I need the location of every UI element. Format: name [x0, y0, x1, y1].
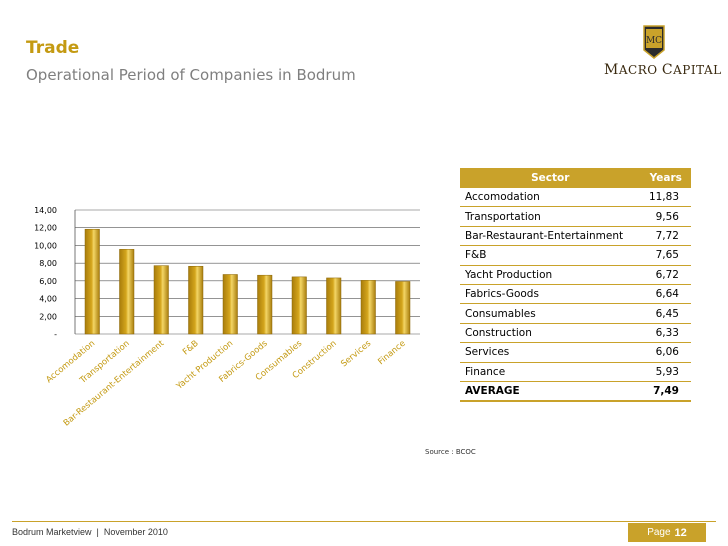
cell-average-years: 7,49 — [640, 381, 691, 403]
bar — [395, 281, 411, 335]
table-header-row: Sector Years — [460, 168, 691, 188]
table-row: F&B 7,65 — [460, 245, 691, 266]
logo-letters: MC — [646, 36, 662, 46]
bar — [84, 228, 100, 335]
y-tick-label: 4,00 — [39, 295, 57, 304]
page-label: Page — [647, 527, 671, 538]
cell-years: 5,93 — [640, 362, 691, 382]
table-row: Fabrics-Goods 6,64 — [460, 284, 691, 305]
sector-years-table: Sector Years Accomodation 11,83 Transport… — [460, 168, 691, 403]
y-tick-label: 6,00 — [39, 277, 57, 286]
source-note: Source : BCOC — [425, 448, 476, 456]
y-tick-label: 8,00 — [39, 259, 57, 268]
cell-years: 7,65 — [640, 245, 691, 266]
bar — [326, 277, 342, 335]
page-subtitle: Operational Period of Companies in Bodru… — [26, 66, 356, 84]
cell-average-label: AVERAGE — [460, 381, 641, 403]
macro-capital-logo: MC MACRO CAPITAL — [604, 22, 722, 82]
logo-emblem-icon: MC — [643, 25, 665, 59]
table-row: Yacht Production 6,72 — [460, 265, 691, 285]
table-average-row: AVERAGE 7,49 — [460, 381, 691, 403]
cell-years: 6,72 — [640, 265, 691, 285]
footer-divider — [12, 521, 716, 522]
page-indicator: Page 12 — [628, 523, 706, 542]
column-header-years: Years — [640, 168, 691, 188]
cell-sector: Bar-Restaurant-Entertainment — [460, 226, 641, 247]
bar — [188, 265, 204, 335]
table-row: Services 6,06 — [460, 342, 691, 363]
cell-sector: Fabrics-Goods — [460, 284, 641, 305]
table-row: Finance 5,93 — [460, 362, 691, 382]
table-row: Consumables 6,45 — [460, 303, 691, 324]
bar — [360, 280, 376, 335]
logo-name: MACRO CAPITAL — [604, 62, 722, 78]
cell-sector: Consumables — [460, 303, 641, 324]
table-row: Bar-Restaurant-Entertainment 7,72 — [460, 226, 691, 247]
y-tick-label: 12,00 — [34, 224, 57, 233]
x-tick-label: Services — [339, 338, 373, 369]
bar-chart: -2,004,006,008,0010,0012,0014,00Accomoda… — [34, 206, 420, 429]
cell-years: 11,83 — [640, 188, 691, 208]
cell-sector: Construction — [460, 323, 641, 344]
cell-years: 7,72 — [640, 226, 691, 247]
bar — [291, 276, 307, 335]
cell-sector: F&B — [460, 245, 641, 266]
page-title: Trade — [26, 38, 80, 58]
x-tick-label: Yacht Production — [174, 339, 235, 393]
bar — [257, 274, 273, 335]
y-tick-label: 10,00 — [34, 241, 57, 250]
bar — [222, 274, 238, 335]
table-row: Accomodation 11,83 — [460, 188, 691, 208]
cell-years: 6,64 — [640, 284, 691, 305]
cell-sector: Services — [460, 342, 641, 363]
cell-sector: Transportation — [460, 206, 641, 227]
bar — [153, 265, 169, 335]
cell-years: 6,33 — [640, 323, 691, 344]
cell-sector: Yacht Production — [460, 265, 641, 285]
bar — [119, 249, 135, 335]
cell-years: 6,06 — [640, 342, 691, 363]
page-number: 12 — [674, 526, 687, 539]
y-tick-label: 14,00 — [34, 206, 57, 215]
x-tick-label: Finance — [376, 339, 407, 368]
cell-sector: Finance — [460, 362, 641, 382]
y-tick-label: - — [54, 330, 57, 339]
cell-sector: Accomodation — [460, 188, 641, 208]
y-tick-label: 2,00 — [39, 312, 57, 321]
footer-text: Bodrum Marketview | November 2010 — [12, 527, 168, 537]
column-header-sector: Sector — [460, 168, 641, 188]
table-row: Transportation 9,56 — [460, 206, 691, 227]
x-tick-label: F&B — [181, 339, 201, 358]
cell-years: 9,56 — [640, 206, 691, 227]
table-row: Construction 6,33 — [460, 323, 691, 344]
cell-years: 6,45 — [640, 303, 691, 324]
